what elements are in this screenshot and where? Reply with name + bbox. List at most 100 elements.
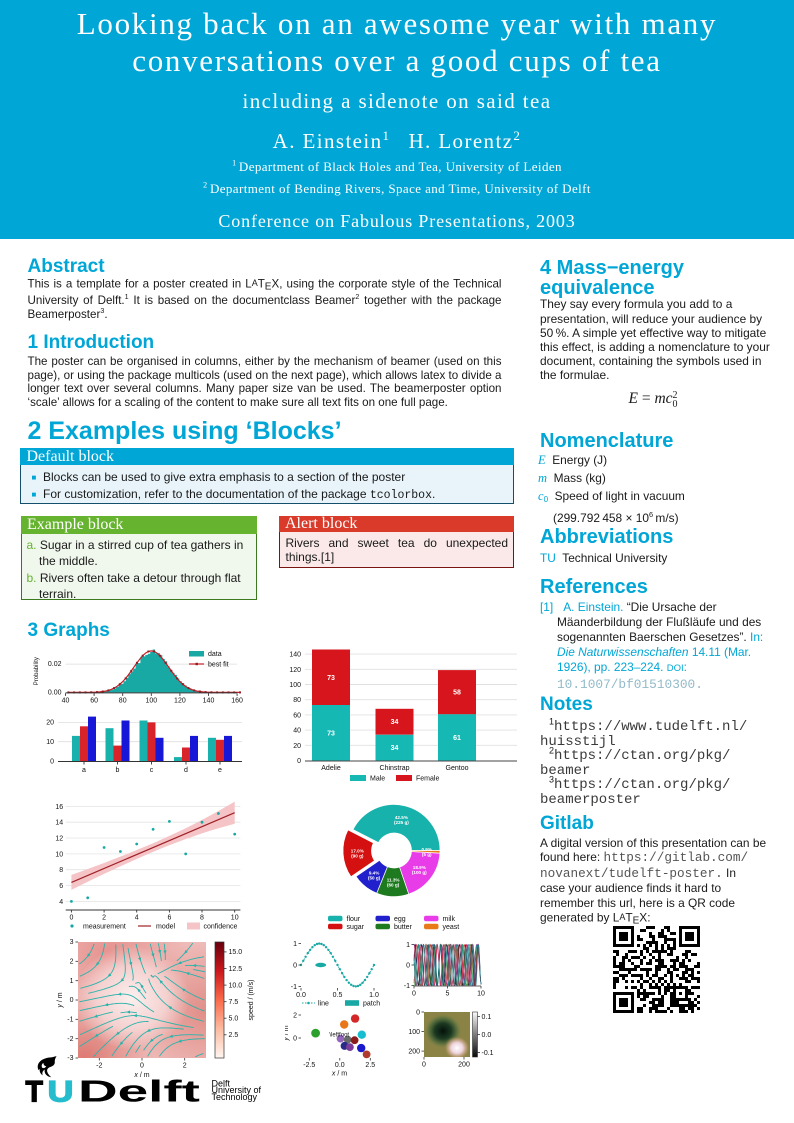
svg-text:milk: milk — [443, 916, 456, 923]
svg-text:(225 g): (225 g) — [394, 820, 409, 825]
svg-text:-3: -3 — [67, 1055, 73, 1062]
svg-text:10: 10 — [231, 915, 239, 922]
svg-text:b: b — [116, 767, 120, 774]
svg-text:20: 20 — [293, 743, 301, 750]
svg-text:0.0: 0.0 — [335, 1062, 345, 1069]
svg-text:0.0: 0.0 — [482, 1032, 492, 1039]
svg-text:6: 6 — [167, 915, 171, 922]
svg-text:Probability: Probability — [34, 657, 40, 685]
svg-text:0: 0 — [416, 1009, 420, 1016]
svg-text:yeast: yeast — [443, 924, 460, 931]
svg-text:0: 0 — [293, 1035, 297, 1042]
svg-text:4: 4 — [135, 915, 139, 922]
svg-text:7.5: 7.5 — [229, 999, 239, 1006]
svg-text:2: 2 — [183, 1063, 187, 1070]
svg-text:x / m: x / m — [133, 1072, 149, 1079]
svg-text:80: 80 — [119, 697, 127, 704]
svg-text:(90 g): (90 g) — [351, 853, 364, 858]
svg-text:60: 60 — [90, 697, 98, 704]
svg-text:speed / (m/s): speed / (m/s) — [248, 980, 255, 1021]
svg-text:T: T — [26, 1076, 44, 1109]
svg-text:80: 80 — [293, 697, 301, 704]
svg-text:-0.1: -0.1 — [482, 1050, 494, 1057]
svg-text:120: 120 — [174, 697, 186, 704]
svg-text:0: 0 — [406, 962, 410, 969]
svg-text:15.0: 15.0 — [229, 949, 243, 956]
svg-text:61: 61 — [453, 735, 461, 742]
svg-text:8: 8 — [200, 915, 204, 922]
svg-text:6: 6 — [59, 883, 63, 890]
svg-text:1: 1 — [406, 942, 410, 949]
svg-text:(100 g): (100 g) — [412, 870, 427, 875]
svg-text:120: 120 — [289, 667, 301, 674]
svg-text:d: d — [184, 767, 188, 774]
svg-text:73: 73 — [327, 675, 335, 682]
svg-text:Gentoo: Gentoo — [446, 765, 469, 772]
svg-text:5: 5 — [446, 991, 450, 998]
svg-text:egg: egg — [394, 916, 406, 923]
svg-text:0.9%: 0.9% — [421, 847, 431, 852]
svg-text:c: c — [150, 767, 154, 774]
svg-text:best fit: best fit — [208, 662, 229, 669]
svg-text:0.5: 0.5 — [333, 992, 343, 999]
svg-text:34: 34 — [391, 745, 399, 752]
svg-text:0: 0 — [297, 758, 301, 765]
svg-text:University of: University of — [212, 1085, 262, 1095]
svg-text:model: model — [156, 924, 176, 931]
svg-text:Chinstrap: Chinstrap — [380, 765, 410, 772]
svg-text:100: 100 — [145, 697, 157, 704]
svg-text:200: 200 — [408, 1049, 420, 1056]
svg-text:0: 0 — [293, 962, 297, 969]
svg-text:16: 16 — [55, 804, 63, 811]
svg-text:42.5%: 42.5% — [395, 815, 408, 820]
svg-text:10: 10 — [55, 851, 63, 858]
svg-text:17.0%: 17.0% — [351, 848, 364, 853]
svg-text:1: 1 — [70, 978, 74, 985]
svg-text:14: 14 — [55, 820, 63, 827]
svg-text:9.4%: 9.4% — [369, 871, 379, 876]
svg-text:160: 160 — [231, 697, 243, 704]
svg-text:0.0: 0.0 — [296, 992, 306, 999]
svg-text:Technology: Technology — [212, 1092, 258, 1102]
svg-text:Male: Male — [370, 776, 385, 783]
svg-text:5.0: 5.0 — [229, 1016, 239, 1023]
svg-text:0: 0 — [50, 758, 54, 765]
svg-text:2: 2 — [70, 959, 74, 966]
svg-text:patch: patch — [363, 1001, 380, 1008]
svg-text:U: U — [48, 1075, 74, 1108]
svg-text:2.5: 2.5 — [365, 1062, 375, 1069]
svg-text:-1: -1 — [291, 984, 297, 991]
svg-text:11.3%: 11.3% — [387, 878, 400, 883]
svg-text:y / m: y / m — [57, 992, 64, 1008]
svg-text:40: 40 — [62, 697, 70, 704]
svg-text:Delft: Delft — [78, 1075, 200, 1109]
svg-text:(60 g): (60 g) — [387, 883, 400, 888]
svg-text:-2.5: -2.5 — [303, 1062, 315, 1069]
svg-text:20: 20 — [46, 720, 54, 727]
svg-text:x / m: x / m — [331, 1071, 347, 1078]
svg-text:60: 60 — [293, 712, 301, 719]
svg-text:58: 58 — [453, 690, 461, 697]
svg-text:73: 73 — [327, 730, 335, 737]
svg-text:140: 140 — [289, 652, 301, 659]
svg-text:line: line — [318, 1001, 329, 1008]
svg-text:\leftfoot: \leftfoot — [329, 1033, 349, 1039]
svg-text:0: 0 — [69, 915, 73, 922]
svg-text:4: 4 — [59, 899, 63, 906]
svg-text:butter: butter — [394, 924, 413, 931]
svg-text:34: 34 — [391, 719, 399, 726]
svg-text:measurement: measurement — [83, 924, 126, 931]
svg-text:2: 2 — [102, 915, 106, 922]
svg-text:2: 2 — [293, 1012, 297, 1019]
svg-text:10.0: 10.0 — [229, 982, 243, 989]
svg-text:10: 10 — [477, 991, 485, 998]
svg-text:-2: -2 — [96, 1063, 102, 1070]
svg-text:3: 3 — [70, 939, 74, 946]
svg-text:8: 8 — [59, 867, 63, 874]
svg-text:flour: flour — [347, 916, 361, 923]
svg-text:18.9%: 18.9% — [413, 865, 426, 870]
svg-text:(50 g): (50 g) — [368, 876, 381, 881]
svg-text:40: 40 — [293, 728, 301, 735]
svg-text:0: 0 — [422, 1062, 426, 1069]
svg-text:0.00: 0.00 — [48, 689, 62, 696]
